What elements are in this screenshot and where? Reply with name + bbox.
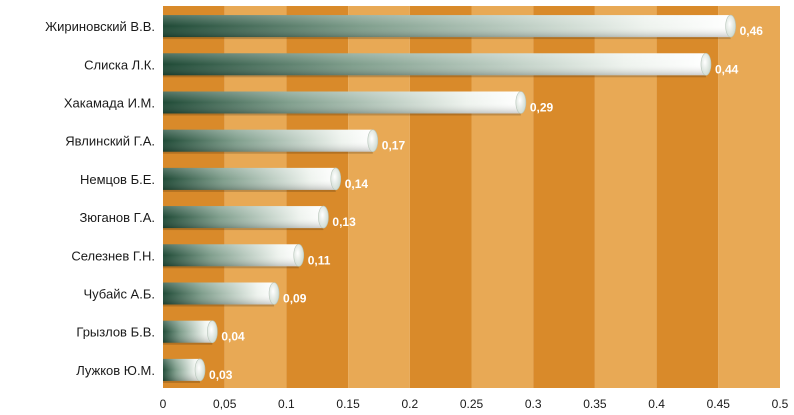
category-label: Хакамада И.М. xyxy=(64,96,155,111)
bar-shade xyxy=(163,206,324,229)
data-label: 0,11 xyxy=(308,253,331,267)
x-tick-label: 0.1 xyxy=(278,397,295,411)
bar-shade xyxy=(163,129,373,152)
data-label: 0,13 xyxy=(332,215,356,229)
x-tick-label: 0.45 xyxy=(707,397,731,411)
bar-shade xyxy=(163,282,275,305)
category-labels: Жириновский В.В. Слиска Л.К. Хакамада И.М.… xyxy=(45,19,155,378)
bar-shade xyxy=(163,91,521,114)
category-label: Слиска Л.К. xyxy=(84,57,155,72)
bar-cap xyxy=(515,91,527,114)
category-label: Явлинский Г.А. xyxy=(65,134,155,149)
category-label: Немцов Б.Е. xyxy=(80,172,155,187)
x-tick-label: 0.2 xyxy=(401,397,418,411)
bar-cap xyxy=(293,244,305,267)
category-label: Грызлов Б.В. xyxy=(76,325,155,340)
bar-cap xyxy=(330,167,342,191)
x-tick-label: 0.25 xyxy=(460,397,484,411)
x-tick-label: 0.3 xyxy=(525,397,542,411)
data-label: 0,29 xyxy=(530,101,554,115)
data-label: 0,03 xyxy=(209,368,233,382)
data-label: 0,17 xyxy=(382,139,406,153)
bar-cap xyxy=(725,14,736,38)
bars xyxy=(163,14,736,383)
category-label: Зюганов Г.А. xyxy=(79,210,155,225)
band xyxy=(718,6,780,388)
bar-shade xyxy=(163,320,213,343)
bar-shade xyxy=(163,15,731,38)
category-label: Лужков Ю.М. xyxy=(76,363,155,378)
category-label: Чубайс А.Б. xyxy=(84,287,156,302)
x-tick-label: 0.4 xyxy=(648,397,665,411)
bar-shade xyxy=(163,244,299,267)
bar-cap xyxy=(268,282,280,305)
category-label: Селезнев Г.Н. xyxy=(71,248,155,263)
bar-cap xyxy=(367,129,379,152)
data-label: 0,09 xyxy=(283,292,307,306)
bar-shade xyxy=(163,53,706,76)
data-label: 0,04 xyxy=(221,330,245,344)
x-axis-ticks: 0 0,05 0.1 0.15 0.2 0.25 0.3 0.35 0.4 0.45 0.5 xyxy=(160,397,789,411)
bar-cap xyxy=(194,358,206,382)
x-tick-label: 0 xyxy=(160,397,167,411)
data-label: 0,44 xyxy=(715,62,739,76)
x-tick-label: 0,05 xyxy=(213,397,237,411)
bar-shade xyxy=(163,358,201,381)
bar-cap xyxy=(700,53,712,76)
bar-cap xyxy=(318,205,329,229)
bar-shade xyxy=(163,167,336,190)
data-label: 0,46 xyxy=(740,24,764,38)
bar-cap xyxy=(207,320,218,344)
x-tick-label: 0.15 xyxy=(336,397,360,411)
x-tick-label: 0.5 xyxy=(772,397,789,411)
data-label: 0,14 xyxy=(345,177,369,191)
category-label: Жириновский В.В. xyxy=(45,19,155,34)
x-tick-label: 0.35 xyxy=(583,397,607,411)
data-labels: 0,46 0,44 0,29 0,17 0,14 0,13 0,11 0,09 0,04 0,03 xyxy=(209,24,763,382)
